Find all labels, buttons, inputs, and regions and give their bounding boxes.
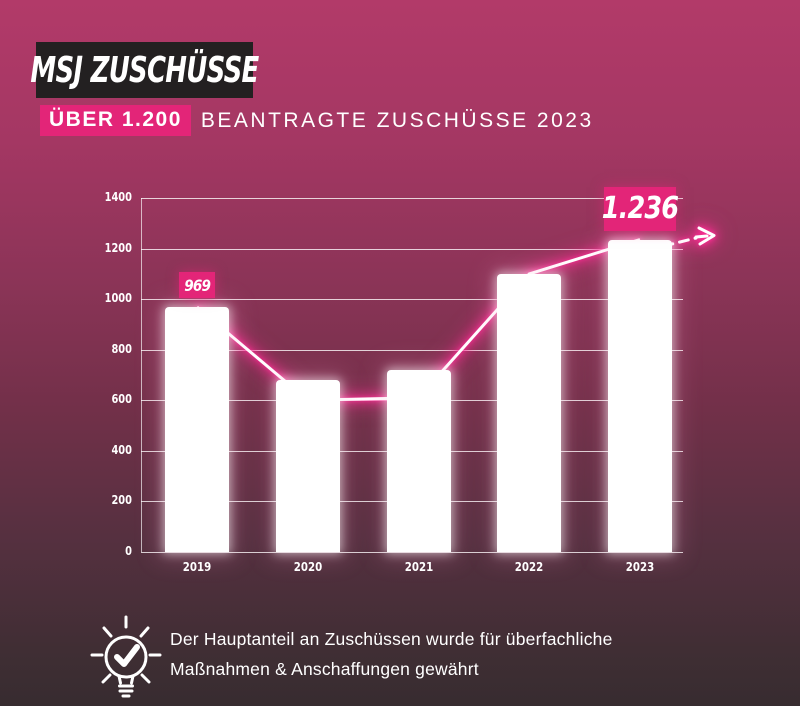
- bar-2019: [165, 307, 229, 552]
- y-gridline: [141, 248, 683, 250]
- poster-title: MSJ ZUSCHÜSSE: [30, 49, 259, 91]
- y-axis-tick-label: 200: [111, 493, 132, 508]
- x-axis-label-2022: 2022: [515, 560, 544, 574]
- value-label-text: 1.236: [601, 191, 679, 226]
- x-axis-label-2020: 2020: [293, 560, 322, 574]
- bar-2023: [608, 239, 672, 552]
- x-axis-label-2019: 2019: [182, 560, 212, 574]
- y-gridline: [141, 198, 683, 199]
- bar-2020: [275, 380, 340, 552]
- value-label-2019: 969: [179, 272, 215, 298]
- value-label-text: 969: [184, 275, 211, 295]
- subtitle-text: BEANTRAGTE ZUSCHÜSSE 2023: [200, 108, 594, 132]
- x-axis-label-2021: 2021: [404, 560, 433, 574]
- bar-2021: [386, 369, 451, 552]
- subtitle-highlight: ÜBER 1.200: [40, 105, 191, 136]
- value-label-2023: 1.236: [601, 186, 679, 231]
- subtitle: ÜBER 1.200 BEANTRAGTE ZUSCHÜSSE 2023: [40, 105, 594, 136]
- y-axis-tick-label: 400: [111, 442, 132, 457]
- lightbulb-check-icon: [90, 615, 162, 698]
- title-badge: MSJ ZUSCHÜSSE: [30, 42, 259, 98]
- y-axis-tick-label: 800: [111, 341, 132, 356]
- y-axis-tick-label: 1400: [104, 190, 132, 204]
- y-axis-tick-label: 0: [125, 544, 132, 558]
- y-axis-line: [141, 198, 142, 552]
- y-axis-tick-label: 1000: [104, 291, 132, 306]
- bar-2022: [497, 273, 562, 552]
- callout-line-2: Maßnahmen & Anschaffungen gewährt: [170, 659, 479, 679]
- callout-text: Der Hauptanteil an Zuschüssen wurde für …: [170, 624, 613, 684]
- y-axis-tick-label: 1200: [104, 240, 132, 255]
- x-axis-label-2023: 2023: [625, 560, 655, 574]
- y-gridline: [141, 299, 683, 301]
- y-axis-tick-label: 600: [111, 392, 132, 407]
- callout-line-1: Der Hauptanteil an Zuschüssen wurde für …: [170, 629, 613, 649]
- y-gridline: [141, 552, 683, 553]
